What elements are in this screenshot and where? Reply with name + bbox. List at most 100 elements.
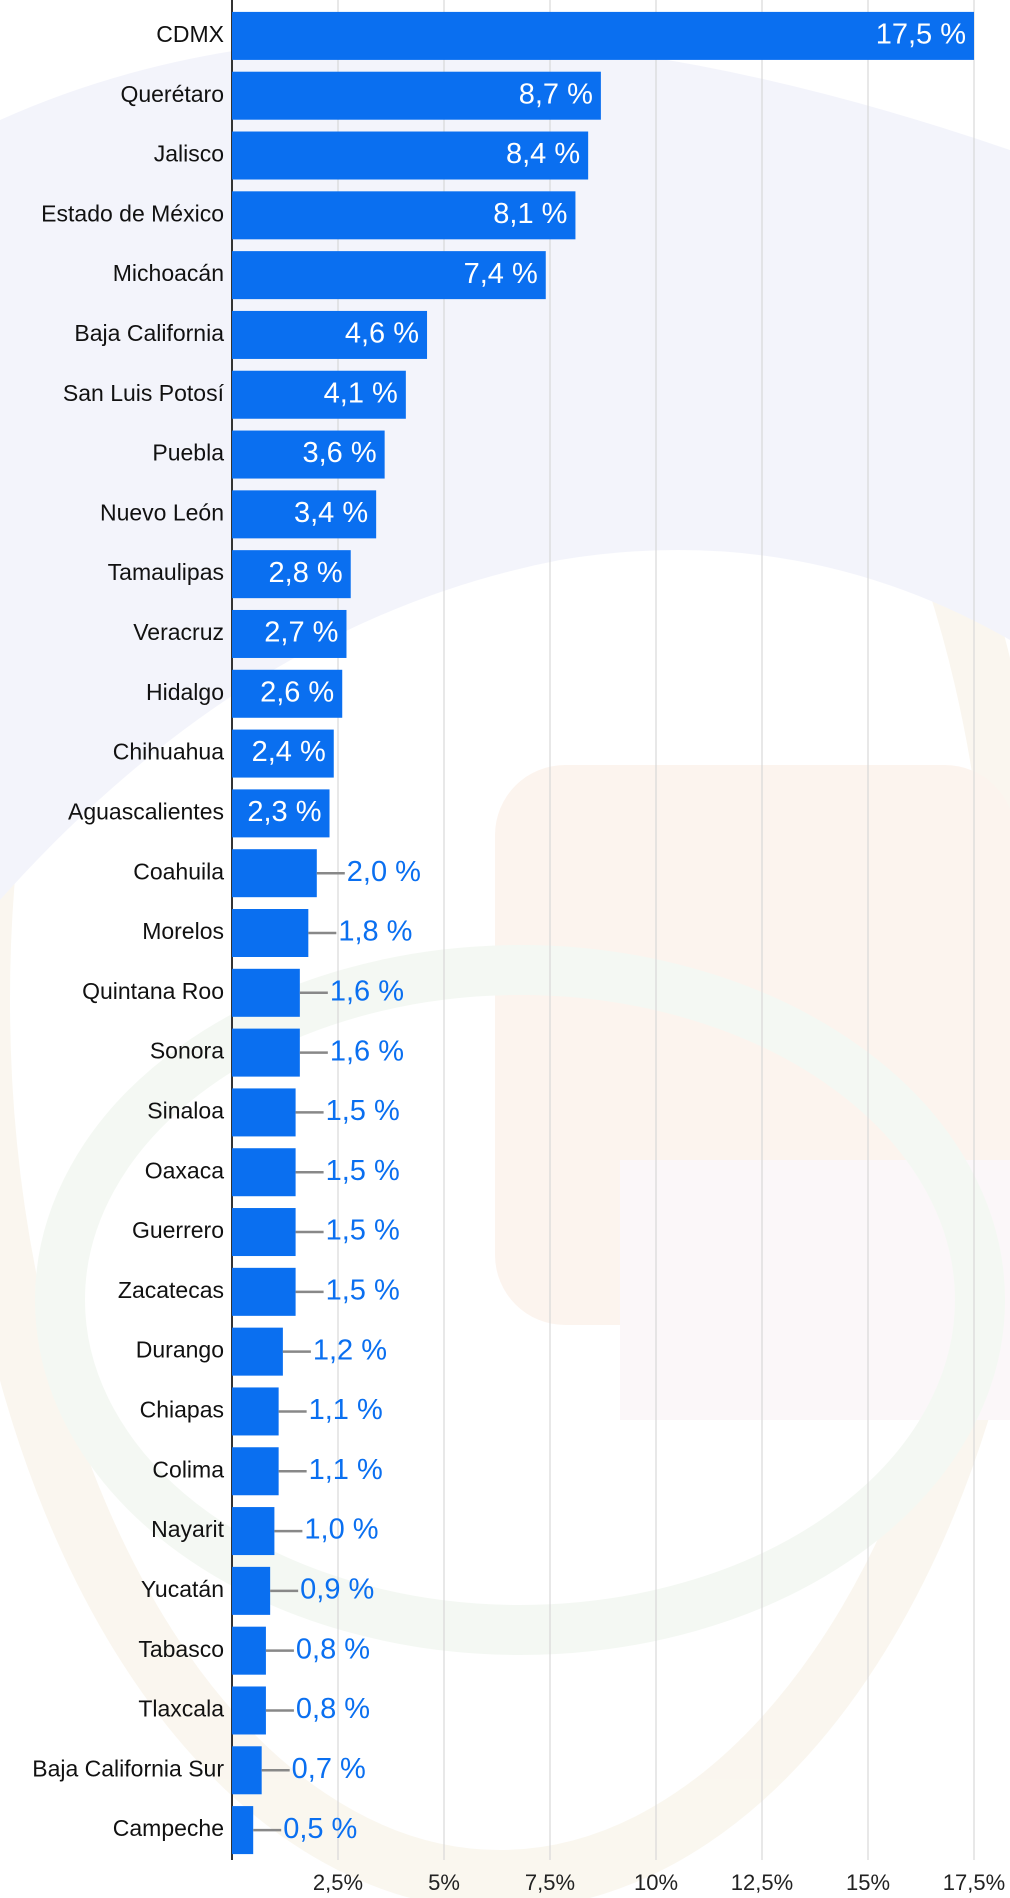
value-label: 17,5 % xyxy=(876,19,966,51)
category-label: Sinaloa xyxy=(147,1097,224,1123)
bar xyxy=(232,71,601,120)
bar xyxy=(232,430,385,479)
category-label: Aguascalientes xyxy=(68,798,224,824)
value-label: 1,5 % xyxy=(326,1215,400,1247)
bar xyxy=(232,1626,266,1675)
category-label: Colima xyxy=(152,1456,224,1482)
category-label: Tamaulipas xyxy=(108,559,224,585)
category-label: Guerrero xyxy=(132,1217,224,1243)
value-label: 4,6 % xyxy=(345,318,419,350)
category-label: San Luis Potosí xyxy=(63,380,225,406)
category-label: Baja California Sur xyxy=(32,1755,224,1781)
category-label: Puebla xyxy=(152,440,224,466)
value-label: 1,5 % xyxy=(326,1155,400,1187)
category-label: Campeche xyxy=(113,1815,224,1841)
value-label: 1,1 % xyxy=(309,1394,383,1426)
bar xyxy=(232,490,377,539)
bar xyxy=(232,1208,296,1257)
bar xyxy=(232,849,317,898)
category-label: Morelos xyxy=(142,918,224,944)
value-label: 1,2 % xyxy=(313,1334,387,1366)
bar xyxy=(232,609,347,658)
category-label: Querétaro xyxy=(120,81,224,107)
category-label: Quintana Roo xyxy=(82,978,224,1004)
bar xyxy=(232,1686,266,1735)
x-tick-label: 7,5% xyxy=(525,1870,575,1895)
value-label: 1,1 % xyxy=(309,1454,383,1486)
category-label: Nuevo León xyxy=(100,499,224,525)
value-label: 8,1 % xyxy=(493,198,567,230)
value-label: 3,6 % xyxy=(302,437,376,469)
bar xyxy=(232,1088,296,1137)
category-label: Coahuila xyxy=(133,858,224,884)
category-label: Durango xyxy=(136,1337,224,1363)
category-label: Chiapas xyxy=(140,1397,224,1423)
category-label: CDMX xyxy=(156,21,224,47)
category-label: Jalisco xyxy=(154,141,224,167)
value-label: 3,4 % xyxy=(294,497,368,529)
value-label: 2,3 % xyxy=(247,796,321,828)
value-label: 2,7 % xyxy=(264,617,338,649)
bar xyxy=(232,1806,254,1855)
bar xyxy=(232,131,589,180)
bar xyxy=(232,1387,279,1436)
value-label: 8,7 % xyxy=(519,78,593,110)
value-label: 0,8 % xyxy=(296,1633,370,1665)
category-label: Estado de México xyxy=(41,200,224,226)
category-label: Tabasco xyxy=(138,1636,224,1662)
value-label: 0,8 % xyxy=(296,1693,370,1725)
bar xyxy=(232,310,428,359)
value-label: 1,6 % xyxy=(330,975,404,1007)
bar xyxy=(232,729,334,778)
value-label: 2,0 % xyxy=(347,856,421,888)
value-label: 1,5 % xyxy=(326,1095,400,1127)
category-label: Nayarit xyxy=(151,1516,224,1542)
category-label: Sonora xyxy=(150,1038,224,1064)
value-label: 1,6 % xyxy=(330,1035,404,1067)
bar xyxy=(232,1566,271,1615)
bar xyxy=(232,968,300,1017)
watermark xyxy=(0,36,1010,1898)
bar xyxy=(232,669,343,718)
category-label: Michoacán xyxy=(113,260,224,286)
bar xyxy=(232,1746,262,1795)
category-label: Veracruz xyxy=(133,619,224,645)
value-label: 0,9 % xyxy=(300,1574,374,1606)
category-label: Oaxaca xyxy=(145,1157,224,1183)
category-label: Zacatecas xyxy=(118,1277,224,1303)
value-label: 4,1 % xyxy=(324,377,398,409)
category-label: Tlaxcala xyxy=(138,1696,224,1722)
x-tick-label: 10% xyxy=(634,1870,678,1895)
category-label: Chihuahua xyxy=(113,739,224,765)
value-label: 7,4 % xyxy=(464,258,538,290)
bar xyxy=(232,1267,296,1316)
x-tick-label: 12,5% xyxy=(731,1870,793,1895)
value-label: 2,6 % xyxy=(260,676,334,708)
x-tick-label: 17,5% xyxy=(943,1870,1005,1895)
bar xyxy=(232,550,351,599)
value-label: 0,5 % xyxy=(283,1813,357,1845)
bar xyxy=(232,251,546,300)
x-tick-label: 2,5% xyxy=(313,1870,363,1895)
bar xyxy=(232,11,974,60)
bar xyxy=(232,909,309,957)
bar xyxy=(232,191,576,240)
value-label: 2,4 % xyxy=(252,736,326,768)
value-label: 2,8 % xyxy=(269,557,343,589)
bar xyxy=(232,1148,296,1197)
value-label: 0,7 % xyxy=(292,1753,366,1785)
category-label: Hidalgo xyxy=(146,679,224,705)
bar xyxy=(232,370,406,419)
bar xyxy=(232,1447,279,1496)
value-label: 8,4 % xyxy=(506,138,580,170)
value-label: 1,5 % xyxy=(326,1274,400,1306)
category-label: Yucatán xyxy=(141,1576,224,1602)
category-label: Baja California xyxy=(74,320,224,346)
bar xyxy=(232,789,330,838)
x-tick-label: 5% xyxy=(428,1870,460,1895)
value-label: 1,8 % xyxy=(338,916,412,948)
x-tick-label: 15% xyxy=(846,1870,890,1895)
bar xyxy=(232,1507,275,1556)
bar xyxy=(232,1028,300,1077)
